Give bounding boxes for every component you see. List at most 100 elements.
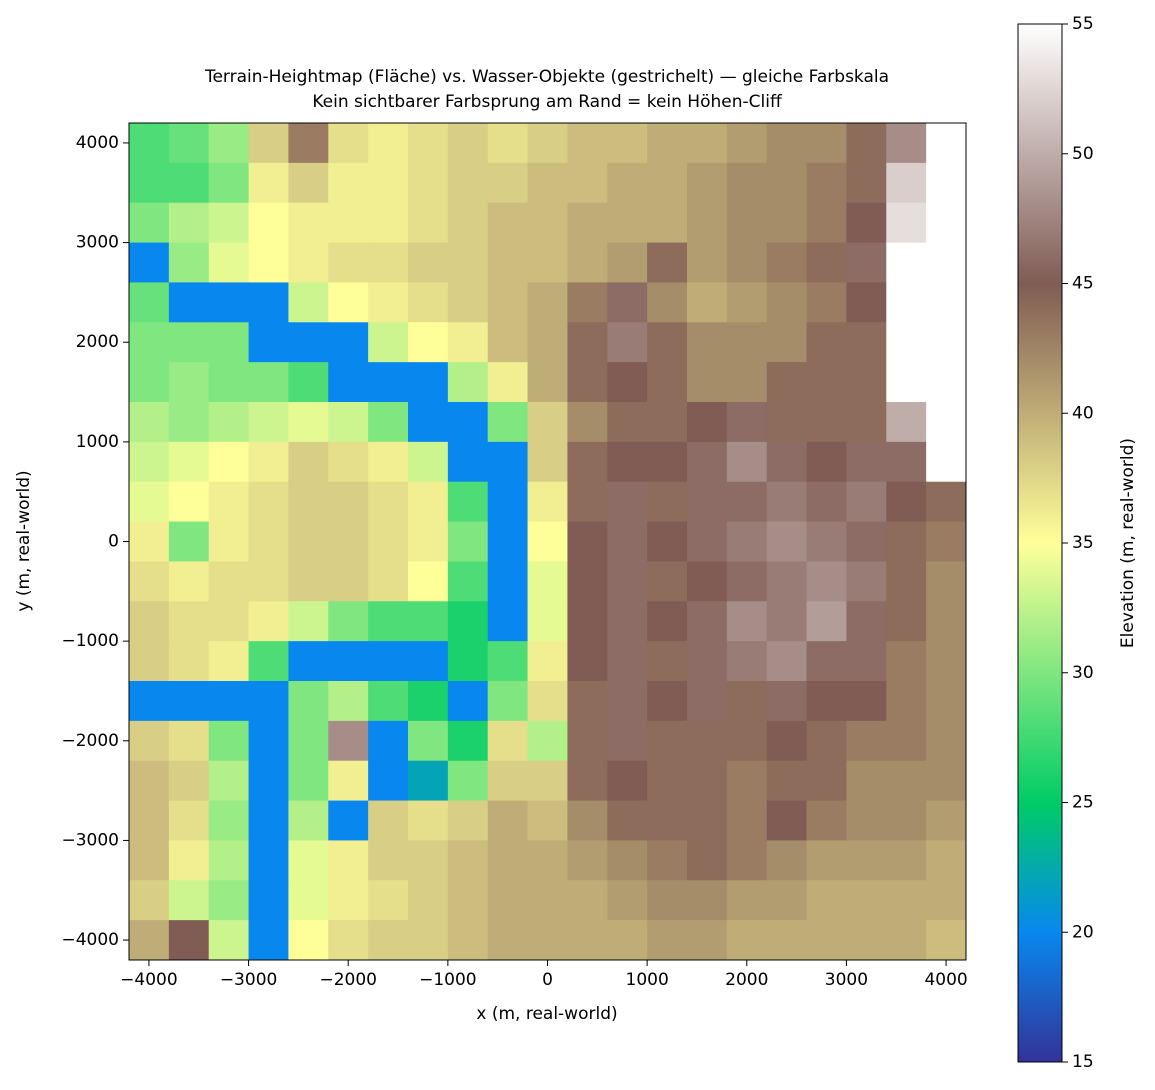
heatmap-cell xyxy=(527,601,568,642)
heatmap-cell xyxy=(687,601,728,642)
heatmap-cell xyxy=(726,322,768,363)
heatmap-cell xyxy=(647,162,688,204)
heatmap-cell xyxy=(766,402,808,443)
heatmap-cell xyxy=(408,561,449,602)
heatmap-cell xyxy=(567,202,608,244)
heatmap-cell xyxy=(129,720,170,762)
heatmap-cell xyxy=(248,880,289,921)
heatmap-cell xyxy=(726,641,768,682)
x-tick-label: 4000 xyxy=(924,970,967,990)
heatmap-cell xyxy=(806,282,847,323)
heatmap-cell xyxy=(368,202,409,244)
heatmap-cell xyxy=(806,322,847,363)
heatmap-cell xyxy=(886,800,927,841)
heatmap-cell xyxy=(607,402,648,443)
heatmap-cell xyxy=(487,402,529,443)
heatmap-cell xyxy=(687,402,728,443)
heatmap-cell xyxy=(248,123,289,164)
heatmap-cell xyxy=(607,840,648,881)
heatmap-cell xyxy=(368,441,409,483)
heatmap-cell xyxy=(408,481,449,523)
heatmap-cell xyxy=(886,402,927,443)
heatmap-cell xyxy=(368,601,409,642)
heatmap-cell xyxy=(328,880,369,921)
heatmap-cell xyxy=(447,800,489,841)
heatmap-cell xyxy=(288,322,329,363)
heatmap-cell xyxy=(208,840,250,881)
heatmap-cell xyxy=(687,362,728,403)
heatmap-cell xyxy=(886,441,927,483)
heatmap-cell xyxy=(288,521,329,562)
heatmap-cell xyxy=(487,481,529,523)
heatmap-cell xyxy=(408,880,449,921)
heatmap-cell xyxy=(288,481,329,523)
heatmap-cell xyxy=(288,402,329,443)
heatmap-cell xyxy=(766,123,808,164)
heatmap-cell xyxy=(527,920,568,960)
heatmap-cell xyxy=(886,123,927,164)
heatmap-cell xyxy=(248,760,289,802)
heatmap-cell xyxy=(806,800,847,841)
heatmap-cell xyxy=(726,920,768,960)
heatmap-cell xyxy=(607,322,648,363)
heatmap-cell xyxy=(766,920,808,960)
heatmap-cell xyxy=(168,920,210,960)
heatmap-cell xyxy=(328,282,369,323)
heatmap-cell xyxy=(886,601,927,642)
heatmap-cell xyxy=(886,242,927,283)
heatmap-cell xyxy=(726,840,768,881)
heatmap-cell xyxy=(647,641,688,682)
heatmap-cell xyxy=(726,162,768,204)
heatmap-cell xyxy=(567,601,608,642)
heatmap-cell xyxy=(527,481,568,523)
heatmap-cell xyxy=(168,481,210,523)
heatmap-cell xyxy=(129,601,170,642)
heatmap-cell xyxy=(208,322,250,363)
heatmap-cell xyxy=(607,720,648,762)
heatmap-cell xyxy=(846,242,887,283)
heatmap-cell xyxy=(607,282,648,323)
colorbar-tick-label: 55 xyxy=(1072,14,1094,34)
heatmap-cell xyxy=(408,362,449,403)
heatmap-cell xyxy=(168,242,210,283)
heatmap-cell xyxy=(168,402,210,443)
heatmap-cell xyxy=(368,282,409,323)
heatmap-cell xyxy=(726,481,768,523)
heatmap-cell xyxy=(527,362,568,403)
heatmap-cell xyxy=(168,123,210,164)
heatmap-cell xyxy=(846,362,887,403)
heatmap-cell xyxy=(408,402,449,443)
heatmap-cell xyxy=(328,202,369,244)
heatmap-cell xyxy=(806,441,847,483)
heatmap-cell xyxy=(647,720,688,762)
colorbar-tick-label: 25 xyxy=(1072,793,1094,813)
heatmap-cell xyxy=(328,242,369,283)
heatmap-cell xyxy=(926,123,966,164)
heatmap-cell xyxy=(886,880,927,921)
heatmap-cell xyxy=(527,720,568,762)
heatmap-cell xyxy=(129,322,170,363)
y-axis-label: y (m, real-world) xyxy=(14,470,34,611)
heatmap-cell xyxy=(926,441,966,483)
heatmap-cell xyxy=(567,681,608,722)
heatmap-cell xyxy=(447,561,489,602)
colorbar-tick-label: 40 xyxy=(1072,403,1094,423)
heatmap-cell xyxy=(208,681,250,722)
heatmap-cell xyxy=(447,123,489,164)
heatmap-cell xyxy=(926,322,966,363)
heatmap-cell xyxy=(288,441,329,483)
heatmap-cell xyxy=(208,362,250,403)
heatmap-cell xyxy=(687,162,728,204)
heatmap-cell xyxy=(806,362,847,403)
heatmap-cell xyxy=(288,880,329,921)
heatmap-cell xyxy=(926,162,966,204)
heatmap-cell xyxy=(408,720,449,762)
heatmap-cell xyxy=(926,282,966,323)
heatmap-cell xyxy=(368,162,409,204)
heatmap-cell xyxy=(567,481,608,523)
heatmap-cell xyxy=(408,840,449,881)
heatmap-cell xyxy=(248,202,289,244)
heatmap-cell xyxy=(846,840,887,881)
heatmap-cell xyxy=(647,202,688,244)
heatmap-cell xyxy=(726,601,768,642)
